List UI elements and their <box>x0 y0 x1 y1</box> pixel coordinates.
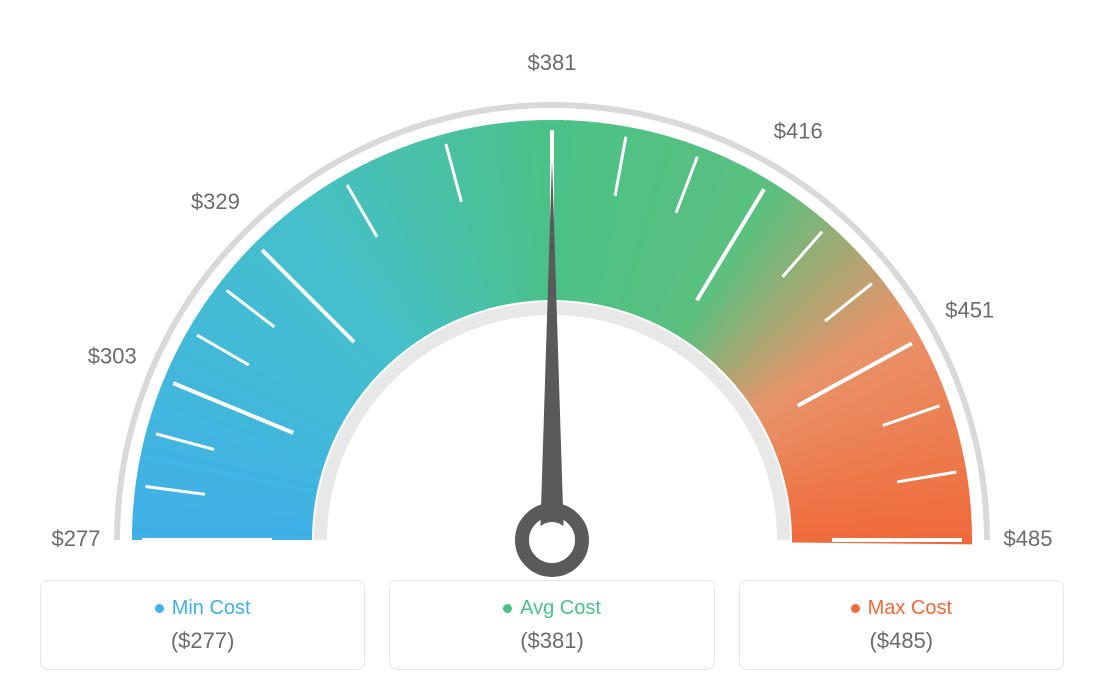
tick-label: $329 <box>191 189 240 214</box>
legend-card-min: Min Cost ($277) <box>40 580 365 670</box>
legend-card-max: Max Cost ($485) <box>739 580 1064 670</box>
dot-icon-max <box>851 604 860 613</box>
legend-min-top: Min Cost <box>155 597 251 620</box>
gauge-svg: $277 $303 $329 $381 $416 $451 $485 <box>0 20 1104 590</box>
legend-avg-label: Avg Cost <box>520 597 601 620</box>
tick-label: $303 <box>88 344 137 369</box>
tick-label: $451 <box>945 298 994 323</box>
legend-card-avg: Avg Cost ($381) <box>389 580 714 670</box>
legend-min-value: ($277) <box>171 628 235 654</box>
legend-max-top: Max Cost <box>851 597 952 620</box>
dot-icon-min <box>155 604 164 613</box>
legend-max-value: ($485) <box>870 628 934 654</box>
chart-container: $277 $303 $329 $381 $416 $451 $485 Min Cost ($… <box>0 0 1104 690</box>
legend-row: Min Cost ($277) Avg Cost ($381) Max Cost… <box>0 580 1104 670</box>
legend-avg-value: ($381) <box>520 628 584 654</box>
legend-min-label: Min Cost <box>172 597 251 620</box>
tick-label: $277 <box>52 526 101 551</box>
tick-label: $485 <box>1004 526 1053 551</box>
needle-hub-inner <box>534 522 570 558</box>
tick-label: $416 <box>774 118 823 143</box>
tick-label: $381 <box>528 50 577 75</box>
legend-avg-top: Avg Cost <box>503 597 601 620</box>
dot-icon-avg <box>503 604 512 613</box>
legend-max-label: Max Cost <box>868 597 952 620</box>
gauge-area: $277 $303 $329 $381 $416 $451 $485 <box>0 0 1104 570</box>
